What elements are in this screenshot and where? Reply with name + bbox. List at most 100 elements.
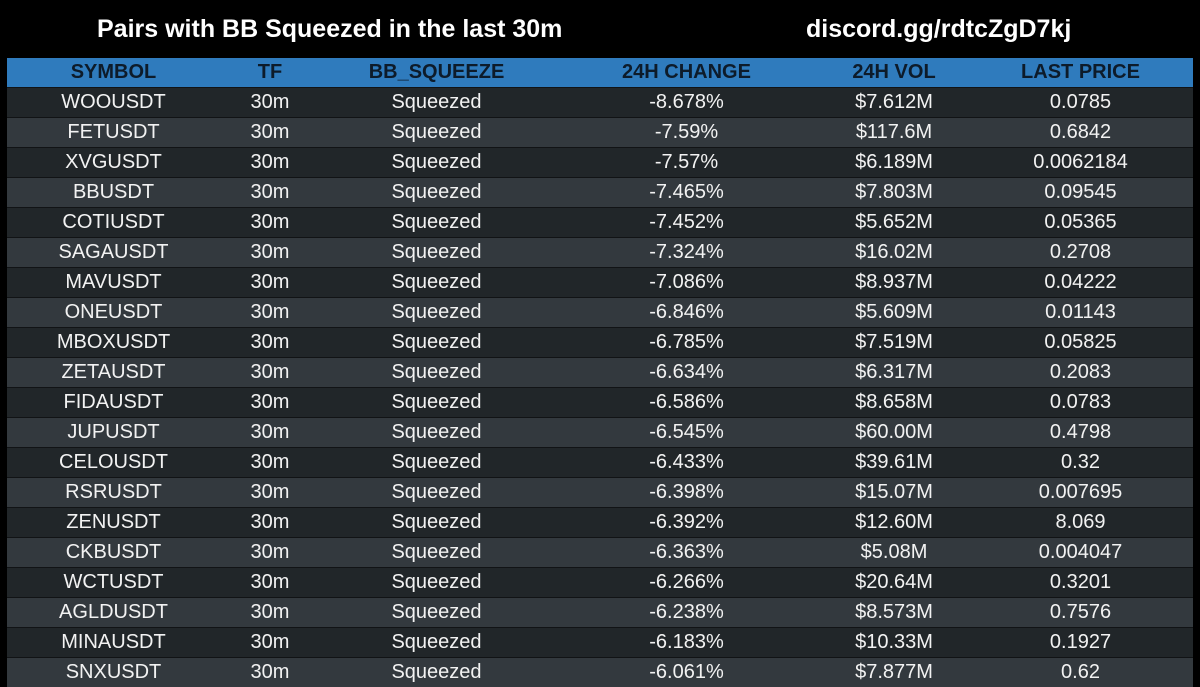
cell-24h-vol: $6.189M — [820, 148, 968, 178]
cell-tf: 30m — [220, 538, 320, 568]
cell-bb-squeeze: Squeezed — [320, 448, 553, 478]
cell-symbol: COTIUSDT — [7, 208, 220, 238]
cell-last-price: 0.04222 — [968, 268, 1193, 298]
cell-last-price: 0.1927 — [968, 628, 1193, 658]
cell-tf: 30m — [220, 298, 320, 328]
cell-bb-squeeze: Squeezed — [320, 178, 553, 208]
cell-bb-squeeze: Squeezed — [320, 358, 553, 388]
cell-symbol: SNXUSDT — [7, 658, 220, 687]
cell-tf: 30m — [220, 508, 320, 538]
cell-24h-change: -6.061% — [553, 658, 820, 687]
cell-symbol: CELOUSDT — [7, 448, 220, 478]
cell-last-price: 0.09545 — [968, 178, 1193, 208]
cell-symbol: MAVUSDT — [7, 268, 220, 298]
cell-tf: 30m — [220, 658, 320, 687]
cell-symbol: ONEUSDT — [7, 298, 220, 328]
cell-tf: 30m — [220, 238, 320, 268]
column-header-tf[interactable]: TF — [220, 58, 320, 88]
column-header-last-price[interactable]: LAST PRICE — [968, 58, 1193, 88]
cell-last-price: 0.3201 — [968, 568, 1193, 598]
cell-last-price: 0.0062184 — [968, 148, 1193, 178]
cell-24h-vol: $16.02M — [820, 238, 968, 268]
cell-24h-change: -7.086% — [553, 268, 820, 298]
cell-bb-squeeze: Squeezed — [320, 598, 553, 628]
cell-24h-change: -7.59% — [553, 118, 820, 148]
cell-symbol: FETUSDT — [7, 118, 220, 148]
cell-symbol: BBUSDT — [7, 178, 220, 208]
pairs-table: SYMBOL TF BB_SQUEEZE 24H CHANGE 24H VOL … — [7, 58, 1193, 687]
table-header: SYMBOL TF BB_SQUEEZE 24H CHANGE 24H VOL … — [7, 58, 1193, 88]
discord-link[interactable]: discord.gg/rdtcZgD7kj — [806, 15, 1071, 44]
cell-tf: 30m — [220, 418, 320, 448]
cell-24h-vol: $7.877M — [820, 658, 968, 687]
cell-symbol: JUPUSDT — [7, 418, 220, 448]
cell-last-price: 0.004047 — [968, 538, 1193, 568]
cell-bb-squeeze: Squeezed — [320, 268, 553, 298]
cell-tf: 30m — [220, 178, 320, 208]
cell-bb-squeeze: Squeezed — [320, 118, 553, 148]
column-header-24h-change[interactable]: 24H CHANGE — [553, 58, 820, 88]
cell-symbol: MINAUSDT — [7, 628, 220, 658]
cell-last-price: 0.32 — [968, 448, 1193, 478]
cell-24h-change: -6.846% — [553, 298, 820, 328]
cell-bb-squeeze: Squeezed — [320, 238, 553, 268]
cell-24h-vol: $20.64M — [820, 568, 968, 598]
cell-tf: 30m — [220, 118, 320, 148]
cell-tf: 30m — [220, 628, 320, 658]
cell-24h-change: -6.586% — [553, 388, 820, 418]
cell-tf: 30m — [220, 388, 320, 418]
cell-24h-vol: $6.317M — [820, 358, 968, 388]
cell-last-price: 0.7576 — [968, 598, 1193, 628]
cell-24h-vol: $7.612M — [820, 88, 968, 118]
cell-24h-vol: $39.61M — [820, 448, 968, 478]
cell-24h-vol: $8.573M — [820, 598, 968, 628]
column-header-bb-squeeze[interactable]: BB_SQUEEZE — [320, 58, 553, 88]
cell-symbol: SAGAUSDT — [7, 238, 220, 268]
cell-24h-change: -6.545% — [553, 418, 820, 448]
cell-24h-change: -6.785% — [553, 328, 820, 358]
cell-tf: 30m — [220, 358, 320, 388]
cell-last-price: 0.0783 — [968, 388, 1193, 418]
cell-last-price: 0.01143 — [968, 298, 1193, 328]
cell-24h-change: -6.392% — [553, 508, 820, 538]
cell-24h-change: -6.433% — [553, 448, 820, 478]
cell-24h-change: -7.324% — [553, 238, 820, 268]
cell-tf: 30m — [220, 268, 320, 298]
column-header-24h-vol[interactable]: 24H VOL — [820, 58, 968, 88]
cell-24h-change: -7.465% — [553, 178, 820, 208]
cell-tf: 30m — [220, 208, 320, 238]
column-header-symbol[interactable]: SYMBOL — [7, 58, 220, 88]
cell-symbol: XVGUSDT — [7, 148, 220, 178]
cell-bb-squeeze: Squeezed — [320, 538, 553, 568]
cell-24h-vol: $10.33M — [820, 628, 968, 658]
cell-24h-vol: $117.6M — [820, 118, 968, 148]
cell-24h-change: -6.634% — [553, 358, 820, 388]
cell-tf: 30m — [220, 598, 320, 628]
cell-symbol: AGLDUSDT — [7, 598, 220, 628]
cell-24h-vol: $5.08M — [820, 538, 968, 568]
cell-last-price: 0.62 — [968, 658, 1193, 687]
cell-24h-vol: $5.652M — [820, 208, 968, 238]
cell-bb-squeeze: Squeezed — [320, 628, 553, 658]
